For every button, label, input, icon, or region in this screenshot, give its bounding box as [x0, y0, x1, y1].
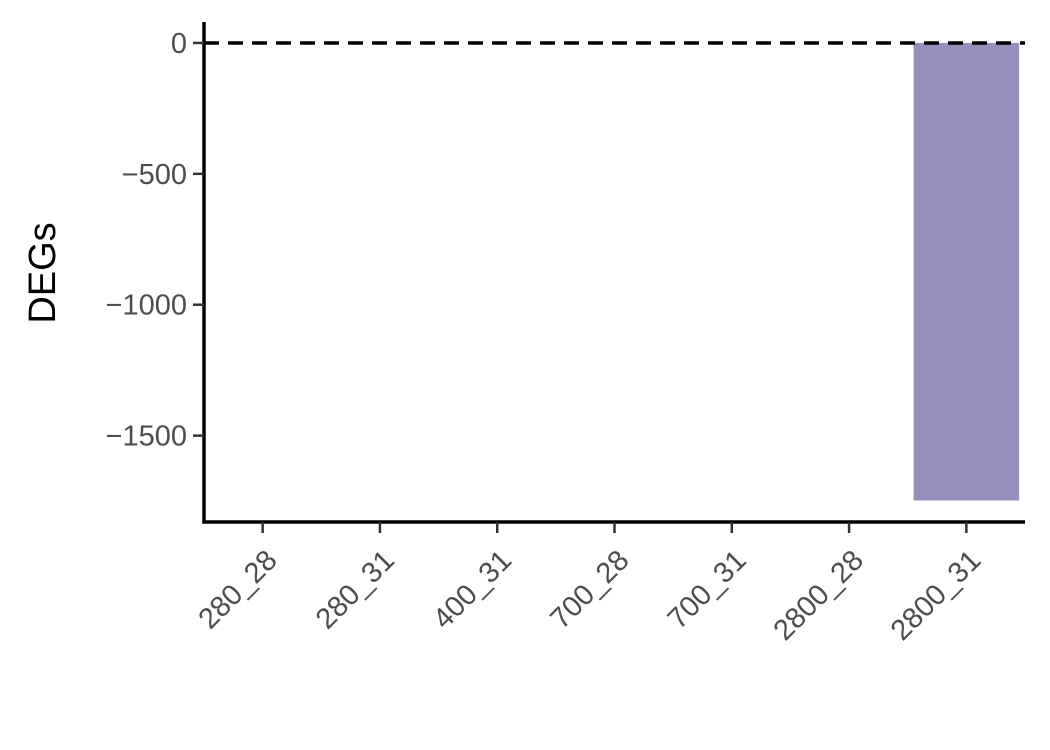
y-tick-label: −1500 [106, 421, 187, 453]
axes-layer [193, 22, 1025, 533]
bar-2800_31 [913, 42, 1020, 501]
x-tick-label: 280_28 [193, 544, 284, 635]
x-tick-label: 280_31 [310, 544, 401, 635]
bars-layer [913, 42, 1020, 501]
x-tick-label: 700_31 [662, 544, 753, 635]
tick-labels-layer: 0 −500 −1000 −1500 280_28 280_31 400_31 700_28 7… [106, 28, 988, 647]
y-tick-label: −1000 [106, 290, 187, 322]
y-axis-title: DEGs [22, 222, 64, 323]
x-tick-label: 400_31 [427, 544, 518, 635]
y-tick-label: 0 [171, 28, 187, 60]
x-tick-label: 700_28 [544, 544, 635, 635]
x-tick-label: 2800_28 [768, 544, 870, 646]
x-tick-label: 2800_31 [885, 544, 987, 646]
y-tick-label: −500 [122, 159, 187, 191]
